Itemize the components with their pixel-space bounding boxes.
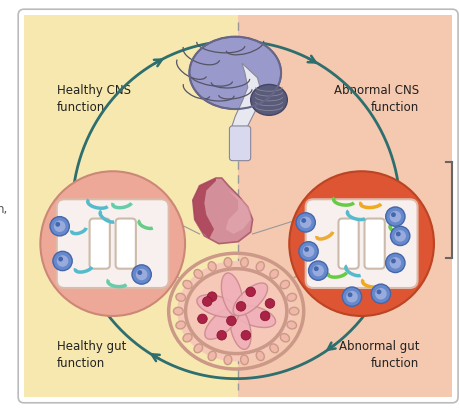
Ellipse shape	[269, 344, 278, 353]
Ellipse shape	[224, 355, 231, 365]
Ellipse shape	[280, 334, 289, 342]
Ellipse shape	[256, 262, 264, 271]
Circle shape	[135, 269, 147, 280]
Circle shape	[385, 253, 404, 273]
Circle shape	[298, 242, 318, 261]
Text: Healthy gut
function: Healthy gut function	[56, 340, 126, 370]
Ellipse shape	[289, 307, 298, 315]
Ellipse shape	[175, 293, 185, 301]
Circle shape	[376, 290, 381, 294]
Ellipse shape	[224, 258, 231, 267]
Text: n,: n,	[0, 204, 9, 216]
Ellipse shape	[207, 262, 216, 271]
Ellipse shape	[233, 305, 275, 328]
Circle shape	[197, 314, 207, 324]
Circle shape	[370, 284, 390, 303]
Circle shape	[137, 270, 142, 275]
Circle shape	[295, 213, 314, 232]
Circle shape	[341, 287, 361, 307]
Polygon shape	[225, 191, 250, 234]
FancyBboxPatch shape	[338, 218, 358, 269]
Circle shape	[260, 311, 269, 321]
Ellipse shape	[286, 321, 296, 329]
Circle shape	[132, 265, 151, 284]
Circle shape	[264, 299, 274, 308]
Circle shape	[53, 251, 72, 271]
Ellipse shape	[204, 307, 239, 339]
Circle shape	[303, 247, 308, 252]
Text: Healthy CNS
function: Healthy CNS function	[56, 84, 130, 115]
Circle shape	[56, 255, 68, 267]
Ellipse shape	[256, 351, 264, 360]
Ellipse shape	[189, 37, 280, 109]
Ellipse shape	[183, 334, 192, 342]
Bar	[238, 15, 451, 397]
Circle shape	[385, 207, 404, 226]
Ellipse shape	[240, 355, 248, 365]
Ellipse shape	[240, 258, 248, 267]
Circle shape	[241, 330, 250, 340]
Ellipse shape	[183, 281, 192, 289]
Ellipse shape	[177, 261, 294, 361]
Circle shape	[299, 217, 311, 228]
Text: Abnormal CNS
function: Abnormal CNS function	[334, 84, 419, 115]
Circle shape	[207, 292, 217, 302]
Circle shape	[346, 291, 357, 302]
Circle shape	[390, 226, 409, 246]
Circle shape	[202, 297, 212, 307]
Polygon shape	[230, 63, 261, 136]
Polygon shape	[192, 178, 215, 239]
Ellipse shape	[175, 321, 185, 329]
Ellipse shape	[173, 307, 183, 315]
FancyBboxPatch shape	[90, 218, 110, 269]
Ellipse shape	[286, 293, 296, 301]
Circle shape	[395, 232, 400, 236]
Circle shape	[313, 266, 318, 271]
Circle shape	[245, 287, 255, 297]
FancyBboxPatch shape	[56, 199, 168, 288]
FancyBboxPatch shape	[229, 126, 250, 161]
Circle shape	[390, 212, 395, 217]
Ellipse shape	[194, 269, 202, 279]
Circle shape	[389, 257, 400, 269]
Circle shape	[50, 217, 69, 236]
Ellipse shape	[230, 307, 251, 349]
Circle shape	[390, 259, 395, 263]
Ellipse shape	[250, 84, 287, 115]
Ellipse shape	[221, 273, 242, 316]
Circle shape	[226, 316, 235, 325]
Ellipse shape	[207, 351, 216, 360]
Ellipse shape	[196, 295, 238, 317]
FancyBboxPatch shape	[115, 218, 135, 269]
Circle shape	[54, 220, 65, 232]
FancyBboxPatch shape	[305, 199, 417, 288]
Text: Abnormal gut
function: Abnormal gut function	[338, 340, 419, 370]
Circle shape	[374, 288, 386, 300]
Polygon shape	[192, 178, 252, 243]
Circle shape	[289, 171, 433, 316]
Circle shape	[389, 211, 400, 222]
Circle shape	[393, 230, 405, 242]
Ellipse shape	[194, 344, 202, 353]
Circle shape	[301, 218, 306, 223]
Circle shape	[58, 257, 63, 262]
Circle shape	[40, 171, 185, 316]
Ellipse shape	[269, 269, 278, 279]
Circle shape	[347, 293, 352, 297]
FancyBboxPatch shape	[364, 218, 384, 269]
Circle shape	[55, 222, 60, 227]
Ellipse shape	[280, 281, 289, 289]
Circle shape	[235, 302, 245, 311]
Bar	[24, 15, 238, 397]
Circle shape	[302, 246, 313, 257]
Ellipse shape	[233, 283, 267, 316]
Circle shape	[308, 261, 327, 280]
Circle shape	[312, 265, 323, 276]
Circle shape	[217, 330, 226, 340]
